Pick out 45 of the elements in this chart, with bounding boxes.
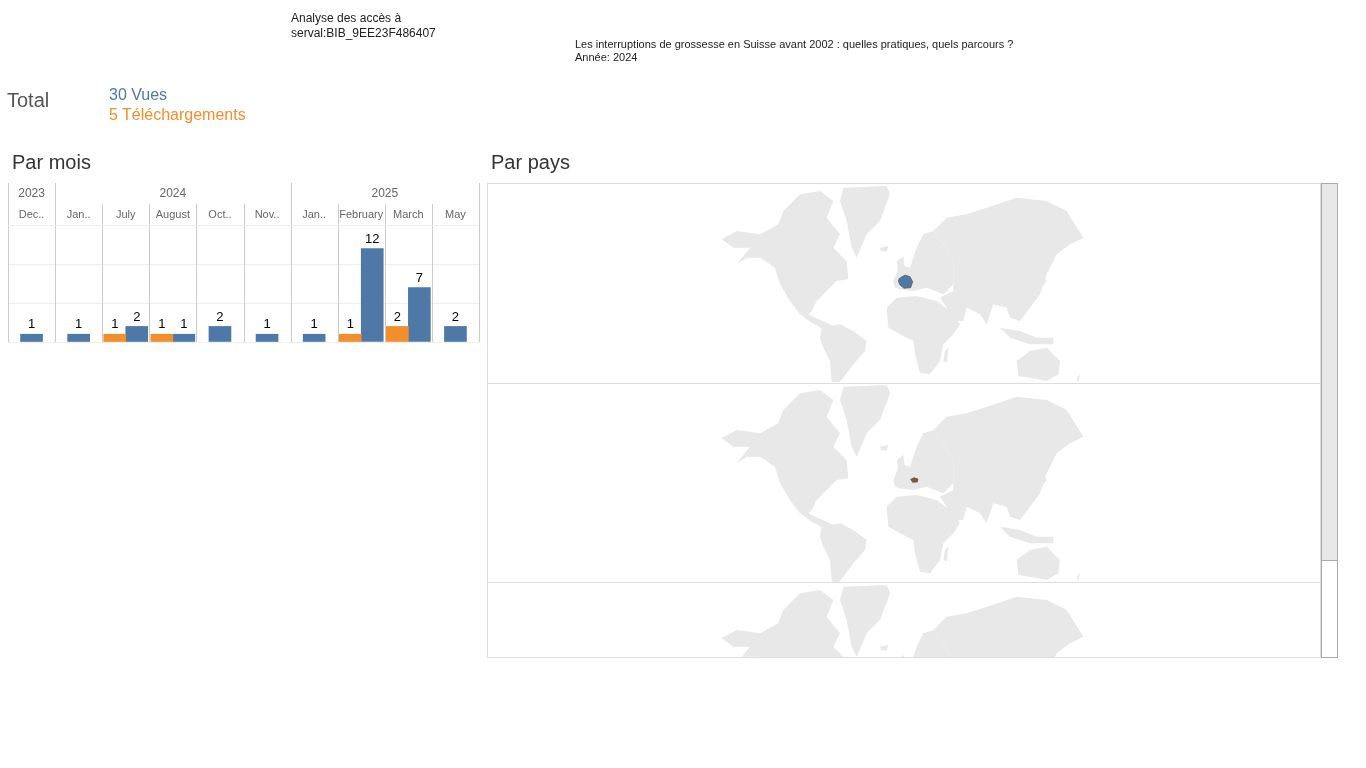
text: 2023 (18, 185, 46, 200)
data-label: 12 (365, 230, 380, 246)
data-label: 2 (451, 308, 460, 324)
x-tick-label: February (339, 207, 384, 220)
bar (386, 326, 409, 342)
bar (208, 326, 232, 342)
data-label: 1 (75, 316, 83, 332)
bar (103, 333, 127, 342)
category-label: 5 Téléchargements (109, 106, 246, 124)
data-label: 1 (158, 316, 166, 332)
text: Année: 2024 (575, 51, 638, 63)
x-tick-label: August (155, 207, 190, 220)
text: Les interruptions de grossesse en Suisse avant 2002 : quelles pratiques, quels parcours ? (575, 38, 1014, 50)
data-label: 2 (133, 308, 141, 324)
bar (150, 333, 174, 342)
bar (20, 333, 43, 342)
x-tick-label: Dec.. (18, 207, 45, 220)
text: Analyse des accès à serval:BIB_9EE23F486407 (291, 11, 437, 41)
data-label: 2 (393, 308, 401, 324)
data-label: 1 (180, 316, 188, 332)
bar (255, 333, 279, 342)
bar (338, 333, 362, 342)
data-label: 7 (415, 269, 423, 285)
data-label: 1 (310, 316, 318, 332)
data-label: 1 (346, 316, 354, 332)
text: 2025 (371, 185, 399, 200)
x-tick-label: Jan.. (66, 207, 91, 220)
data-label: 2 (216, 308, 224, 324)
x-tick-label: Oct.. (208, 207, 232, 220)
x-tick-label: March (393, 207, 424, 220)
category-label: 30 Vues (109, 86, 168, 104)
chart-title: Par mois (12, 151, 91, 174)
x-tick-label: Nov.. (254, 207, 280, 220)
text: 2024 (159, 185, 187, 200)
data-label: 1 (263, 316, 271, 332)
data-label: 1 (27, 316, 36, 332)
x-tick-label: Jan.. (302, 207, 327, 220)
data-label: 1 (111, 316, 119, 332)
bar (67, 333, 90, 342)
x-tick-label: May (445, 207, 467, 220)
text: Total (7, 89, 50, 112)
bar (302, 333, 326, 342)
x-tick-label: July (115, 207, 137, 220)
bar (444, 326, 467, 342)
text: Par pays (491, 151, 570, 174)
